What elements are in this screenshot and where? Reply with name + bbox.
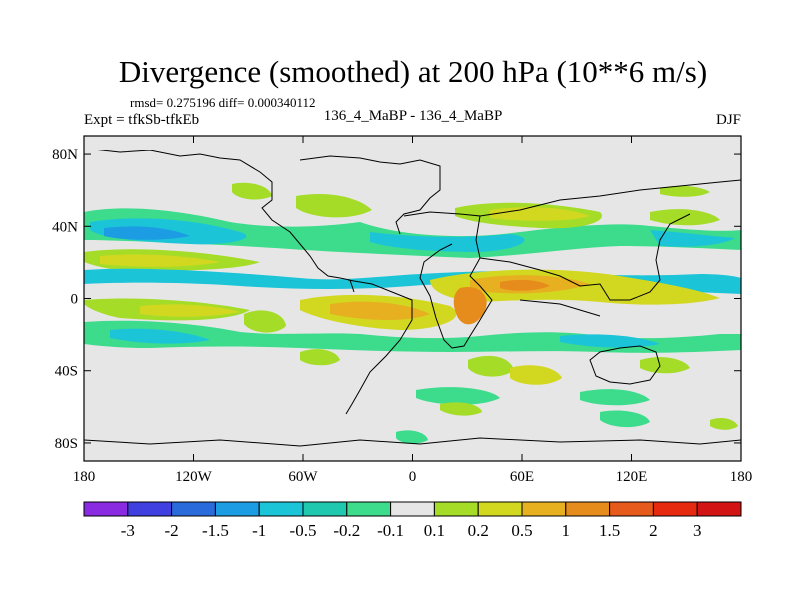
colorbar-swatch: [652, 501, 698, 517]
convergence-core-nh-east: [650, 230, 735, 247]
x-tick-label: 60E: [510, 469, 534, 485]
divergence-max-eq-east: [500, 279, 550, 291]
convergence-max-nh-pacific: [104, 226, 190, 240]
map-panel: 180 120W 60W 0 60E 120E 180 80N 40N 0 40S 80S: [52, 135, 753, 485]
colorbar-level-label: -3: [121, 521, 135, 540]
coast-africa-europe: [403, 211, 493, 349]
x-tick-label: 120W: [175, 469, 213, 485]
colorbar-swatch: [565, 501, 611, 517]
coast-antarctica: [84, 437, 741, 447]
coast-australia: [589, 345, 661, 385]
convergence-band-nh: [84, 208, 741, 258]
colorbar-swatch: [346, 501, 392, 517]
colorbar-level-label: 0.5: [511, 521, 532, 540]
colorbar-level-label: -1.5: [202, 521, 229, 540]
y-tick-labels: 80N 40N 0 40S 80S: [52, 147, 78, 452]
colorbar: [83, 501, 742, 517]
convergence-band-sh: [84, 320, 741, 353]
divergence-max-africa: [453, 286, 487, 325]
convergence-core-sh-pacific: [110, 328, 210, 344]
divergence-core-pacific-s: [140, 304, 240, 317]
coast-asia-south: [479, 213, 691, 301]
divergence-field: [84, 182, 741, 444]
divergence-blob-sh-4: [510, 365, 562, 385]
colorbar-swatch: [302, 501, 348, 517]
colorbar-labels: -3 -2 -1.5 -1 -0.5 -0.2 -0.1 0.1 0.2 0.5 1 1.5 2 3: [121, 521, 702, 540]
x-tick-label: 0: [409, 469, 417, 485]
y-tick-label: 80S: [55, 436, 78, 452]
colorbar-level-label: -0.5: [290, 521, 317, 540]
colorbar-swatch: [171, 501, 216, 517]
colorbar-level-label: 0.1: [424, 521, 445, 540]
divergence-blob-nh-5: [660, 185, 710, 197]
colorbar-level-label: -1: [252, 521, 266, 540]
coast-greenland: [299, 155, 441, 235]
convergence-blob-sh-1: [416, 387, 500, 405]
divergence-blob-sh-2: [300, 349, 340, 366]
divergence-blob-nh-4: [650, 209, 720, 226]
divergence-blob-nh-1: [232, 182, 272, 200]
coast-eurasia-north: [479, 179, 741, 217]
comparison-text: 136_4_MaBP - 136_4_MaBP: [324, 108, 503, 124]
colorbar-swatch: [390, 501, 435, 517]
coast-north-america: [97, 150, 355, 293]
colorbar-level-label: 1.5: [599, 521, 620, 540]
colorbar-swatch: [696, 501, 742, 517]
y-tick-label: 40S: [55, 364, 78, 380]
convergence-blob-sh-3: [600, 410, 650, 428]
colorbar-swatch: [521, 501, 567, 517]
divergence-blob-sh-6: [440, 402, 482, 416]
coast-south-america: [345, 279, 413, 415]
colorbar-level-label: 1: [562, 521, 571, 540]
y-tick-label: 80N: [52, 147, 78, 163]
x-tick-labels: 180 120W 60W 0 60E 120E 180: [73, 469, 753, 485]
colorbar-swatch: [477, 501, 523, 517]
x-tick-label: 180: [730, 469, 753, 485]
y-tick-label: 40N: [52, 219, 78, 235]
colorbar-level-label: -0.2: [333, 521, 360, 540]
colorbar-swatch: [214, 501, 260, 517]
stats-text: rmsd= 0.275196 diff= 0.000340112: [130, 95, 315, 110]
colorbar-level-label: 2: [649, 521, 658, 540]
axis-ticks: [83, 136, 742, 461]
divergence-blob-sh-7: [710, 418, 738, 430]
season-label: DJF: [716, 112, 741, 128]
experiment-text: Expt = tfkSb-tfkEb: [84, 112, 199, 128]
colorbar-swatch: [609, 501, 654, 517]
chart-title: Divergence (smoothed) at 200 hPa (10**6 …: [119, 54, 707, 89]
convergence-blob-sh-4: [396, 430, 428, 444]
divergence-core-nh-tropics: [100, 254, 220, 267]
x-tick-label: 120E: [616, 469, 648, 485]
colorbar-swatch: [258, 501, 304, 517]
divergence-core-atlantic: [330, 301, 430, 320]
divergence-blob-sh-3: [468, 355, 514, 377]
colorbar-swatch: [433, 501, 479, 517]
colorbar-level-label: -2: [165, 521, 179, 540]
convergence-blob-sh-2: [580, 389, 650, 406]
convergence-core-nh-atlantic: [370, 232, 525, 252]
convergence-core-sh-indian: [560, 334, 660, 348]
colorbar-level-label: 3: [693, 521, 702, 540]
x-tick-label: 60W: [288, 469, 318, 485]
x-tick-label: 180: [73, 469, 96, 485]
colorbar-level-label: 0.2: [468, 521, 489, 540]
y-tick-label: 0: [71, 292, 79, 308]
divergence-blob-sh-1: [244, 310, 286, 333]
colorbar-level-label: -0.1: [377, 521, 404, 540]
coast-indonesia: [519, 299, 601, 317]
colorbar-swatch: [83, 501, 129, 517]
divergence-blob-sh-5: [640, 357, 690, 374]
divergence-blob-nh-2: [296, 193, 372, 218]
coastlines: [84, 150, 741, 447]
colorbar-swatch: [127, 501, 173, 517]
